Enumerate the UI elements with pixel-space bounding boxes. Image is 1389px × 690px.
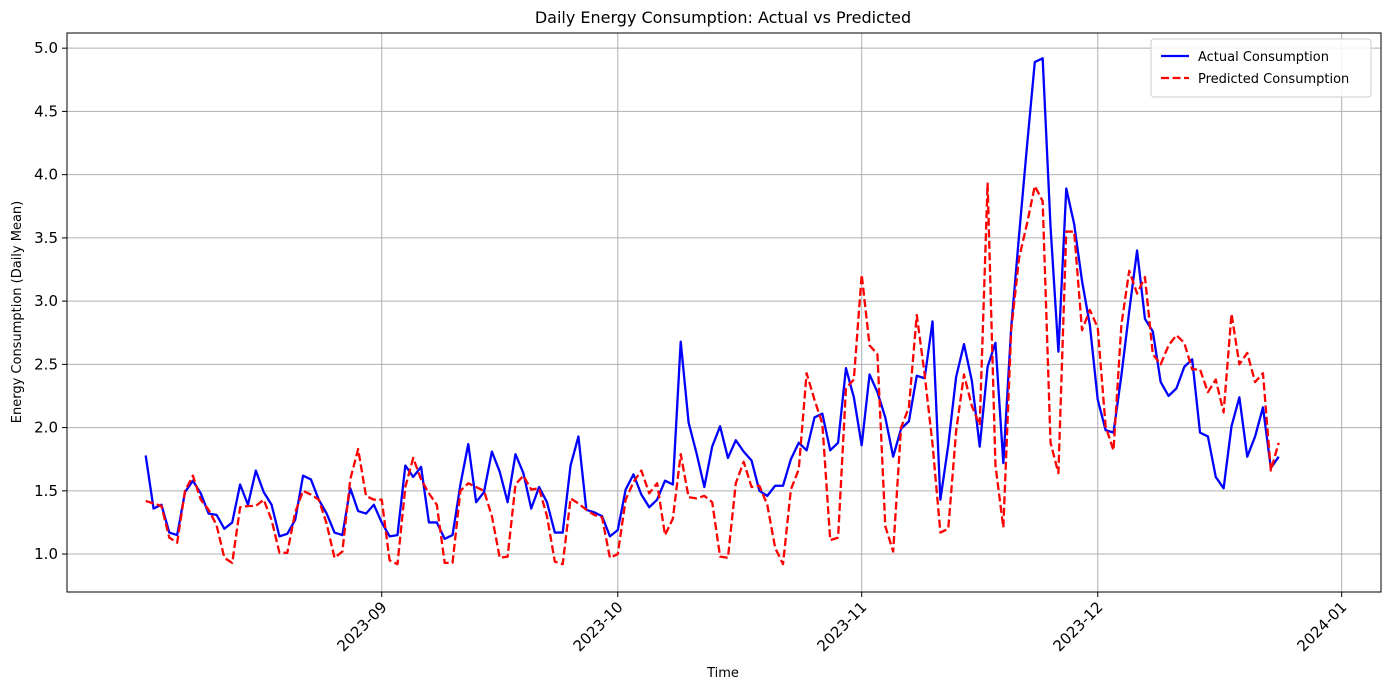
y-tick-label: 2.0 (34, 419, 58, 437)
y-tick-label: 1.0 (34, 545, 58, 563)
y-tick-label: 4.0 (34, 166, 58, 184)
x-axis-label: Time (706, 666, 739, 681)
series-line-2 (145, 182, 1280, 566)
y-tick-label: 1.5 (34, 482, 58, 500)
y-tick-label: 5.0 (34, 39, 58, 57)
grid-lines (67, 33, 1381, 592)
legend: Actual Consumption Predicted Consumption (1150, 38, 1372, 98)
series-layer (144, 57, 1280, 566)
legend-entry-1: Actual Consumption (1198, 50, 1329, 65)
y-tick-label: 4.5 (34, 102, 58, 120)
y-tick-label: 2.5 (34, 355, 58, 373)
y-axis-label: Energy Consumption (Daily Mean) (10, 201, 25, 423)
y-tick-label: 3.0 (34, 292, 58, 310)
legend-entry-2: Predicted Consumption (1198, 72, 1349, 87)
legend-box (1150, 38, 1372, 98)
chart-title: Daily Energy Consumption: Actual vs Pred… (535, 8, 911, 27)
y-tick-label: 3.5 (34, 229, 58, 247)
plot-frame (66, 32, 1382, 593)
series-line-1 (144, 57, 1280, 541)
